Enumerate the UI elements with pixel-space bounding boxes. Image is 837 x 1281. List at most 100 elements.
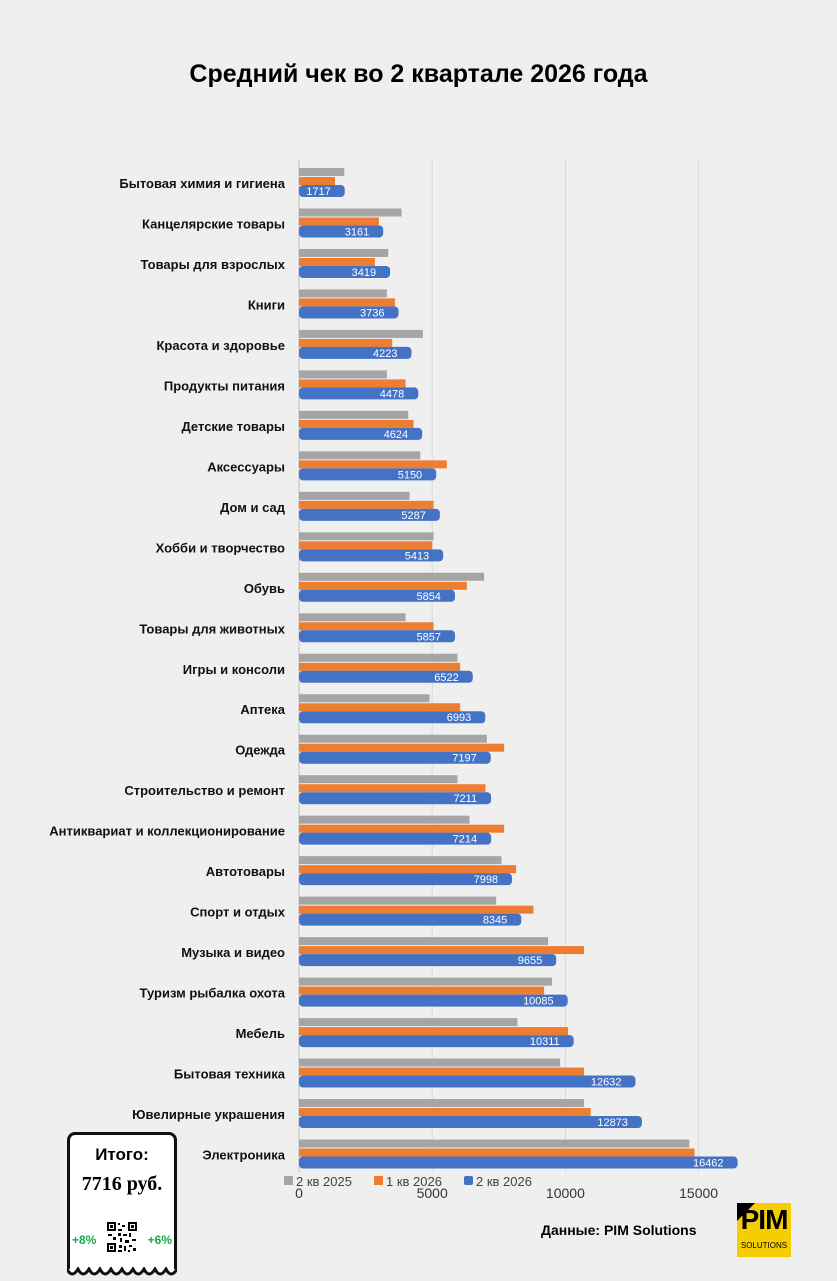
category-label: Красота и здоровье: [156, 338, 285, 353]
category-label: Товары для животных: [139, 621, 285, 636]
bar-2kv2026: [299, 670, 473, 683]
category-label: Дом и сад: [220, 500, 286, 515]
total-receipt: Итого: 7716 руб. +8% +6%: [67, 1132, 177, 1276]
category-label: Спорт и отдых: [190, 905, 286, 920]
bar-data-label: 10085: [523, 996, 554, 1008]
bar-2kv2025: [299, 775, 458, 784]
bar-1kv2026: [299, 500, 434, 509]
category-label: Антиквариат и коллекционирование: [49, 824, 285, 839]
chart-title: Средний чек во 2 квартале 2026 года: [189, 60, 648, 88]
bar-2kv2026: [299, 751, 491, 764]
bar-1kv2026: [299, 257, 375, 266]
bar-data-label: 6522: [434, 672, 458, 684]
bar-2kv2025: [299, 937, 549, 946]
bar-2kv2025: [299, 977, 553, 986]
bar-2kv2026: [299, 387, 419, 400]
bar-1kv2026: [299, 541, 433, 550]
bar-2kv2025: [299, 451, 421, 460]
bar-data-label: 16462: [693, 1158, 724, 1170]
bar-data-label: 4624: [384, 429, 408, 441]
bar-1kv2026: [299, 1027, 569, 1036]
bar-2kv2026: [299, 185, 345, 197]
bar-2kv2026: [299, 549, 444, 562]
bar-2kv2026: [299, 508, 440, 521]
bar-1kv2026: [299, 865, 517, 874]
category-label: Хобби и творчество: [156, 540, 285, 555]
bar-2kv2026: [299, 225, 384, 238]
bar-2kv2025: [299, 329, 423, 338]
bar-data-label: 5857: [417, 631, 441, 643]
bar-2kv2026: [299, 954, 557, 967]
bar-2kv2025: [299, 289, 387, 298]
bar-data-label: 7214: [453, 834, 477, 846]
bar-data-label: 8345: [483, 915, 507, 927]
bar-2kv2026: [299, 873, 513, 886]
category-label: Туризм рыбалка охота: [140, 986, 286, 1001]
bar-data-label: 3419: [352, 267, 376, 279]
logo-text: PIM: [740, 1204, 789, 1235]
bar-1kv2026: [299, 905, 534, 914]
legend-swatch: [464, 1176, 473, 1185]
legend-swatch: [374, 1176, 383, 1185]
bar-data-label: 5287: [401, 510, 425, 522]
change-right: +6%: [147, 1233, 172, 1247]
bar-data-label: 5150: [398, 469, 422, 481]
total-label: Итого:: [95, 1145, 149, 1164]
bar-2kv2025: [299, 1018, 518, 1027]
bar-2kv2026: [299, 630, 456, 643]
pim-solutions-logo: PIM SOLUTIONS: [737, 1203, 791, 1257]
category-label: Музыка и видео: [181, 945, 285, 960]
category-label: Товары для взрослых: [141, 257, 286, 272]
bar-data-label: 10311: [530, 1036, 560, 1048]
x-tick-label: 0: [295, 1185, 303, 1201]
bar-1kv2026: [299, 217, 379, 226]
bar-1kv2026: [299, 177, 335, 185]
bar-2kv2025: [299, 653, 458, 662]
bar-2kv2025: [299, 572, 485, 581]
category-label: Мебель: [236, 1026, 285, 1041]
bar-2kv2025: [299, 613, 406, 622]
bar-data-label: 12632: [591, 1077, 622, 1089]
x-tick-label: 10000: [546, 1185, 585, 1201]
legend-label: 2 кв 2025: [296, 1174, 352, 1189]
receipt-torn-edge: [67, 1267, 177, 1276]
bar-2kv2026: [299, 711, 486, 724]
bar-2kv2026: [299, 994, 568, 1007]
qr-code-icon: [106, 1221, 138, 1253]
legend-label: 1 кв 2026: [386, 1174, 442, 1189]
bar-2kv2026: [299, 1156, 738, 1169]
bar-2kv2025: [299, 491, 410, 500]
category-label: Обувь: [244, 581, 285, 596]
bar-1kv2026: [299, 298, 395, 307]
bar-data-label: 3161: [345, 226, 369, 238]
bar-2kv2025: [299, 248, 389, 257]
bar-1kv2026: [299, 1067, 585, 1076]
bar-2kv2026: [299, 265, 391, 278]
bar-data-label: 4478: [380, 388, 404, 400]
category-label: Бытовая техника: [174, 1067, 286, 1082]
category-label: Канцелярские товары: [142, 216, 285, 231]
bar-2kv2026: [299, 468, 437, 481]
bar-2kv2026: [299, 589, 455, 602]
bar-2kv2026: [299, 427, 423, 440]
bar-1kv2026: [299, 1148, 695, 1157]
bar-data-label: 7211: [453, 793, 477, 805]
bar-2kv2025: [299, 1139, 690, 1148]
logo-subtext: SOLUTIONS: [740, 1241, 788, 1250]
bar-2kv2026: [299, 1035, 574, 1048]
bar-1kv2026: [299, 703, 461, 712]
bar-2kv2025: [299, 694, 430, 703]
category-label: Продукты питания: [164, 378, 285, 393]
change-left: +8%: [72, 1233, 97, 1247]
total-value: 7716 руб.: [81, 1173, 163, 1195]
category-label: Автотовары: [206, 864, 285, 879]
bar-2kv2026: [299, 346, 412, 359]
category-label: Строительство и ремонт: [124, 783, 285, 798]
category-label: Бытовая химия и гигиена: [119, 176, 285, 191]
category-label: Игры и консоли: [183, 662, 285, 677]
bar-1kv2026: [299, 824, 505, 833]
bar-1kv2026: [299, 460, 447, 469]
category-label: Детские товары: [182, 419, 285, 434]
bar-2kv2025: [299, 815, 470, 824]
